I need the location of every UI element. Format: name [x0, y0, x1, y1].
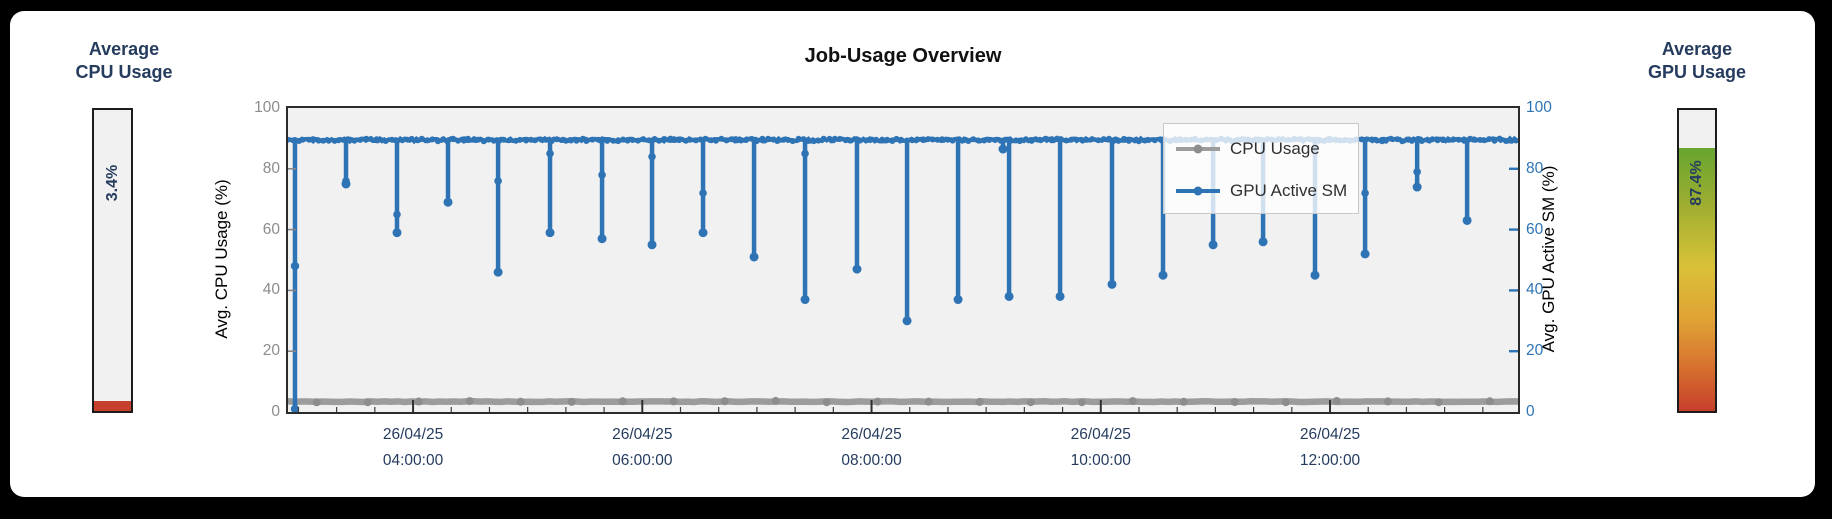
- chart-title: Job-Usage Overview: [804, 45, 1002, 67]
- cpu-gauge-title-line1: Average: [88, 39, 160, 59]
- x-tick-label: 26/04/25 12:00:00: [1300, 422, 1360, 474]
- right-ytick-label: 20: [1526, 342, 1544, 360]
- x-tick-date: 26/04/25: [1299, 426, 1361, 443]
- cpu-legend-line-icon: [1176, 144, 1220, 154]
- left-ytick-label: 100: [254, 99, 280, 116]
- x-tick-time: 10:00:00: [1070, 452, 1131, 469]
- x-tick-date: 26/04/25: [382, 426, 444, 443]
- cpu-legend-marker-icon: [1193, 144, 1203, 154]
- legend-label-gpu: GPU Active SM: [1230, 181, 1348, 200]
- x-tick-date: 26/04/25: [612, 426, 673, 443]
- x-tick-date: 26/04/25: [1070, 426, 1131, 443]
- cpu-gauge-fill: [94, 400, 131, 411]
- left-ytick-label: 80: [262, 159, 280, 177]
- x-tick-label: 26/04/25 06:00:00: [612, 422, 672, 474]
- right-ytick-label: 100: [1526, 99, 1552, 116]
- x-tick-time: 04:00:00: [382, 452, 444, 469]
- gpu-legend-marker-icon: [1193, 186, 1203, 196]
- cpu-gauge-value: 3.4%: [104, 164, 121, 202]
- cpu-gauge-bar: [92, 108, 133, 413]
- gpu-gauge-value: 87.4%: [1688, 160, 1705, 206]
- gpu-gauge-title: Average GPU Usage: [1612, 38, 1782, 84]
- gpu-gauge-bar: [1677, 108, 1717, 413]
- cpu-gauge-title-line2: CPU Usage: [75, 62, 173, 82]
- gpu-legend-line-icon: [1176, 186, 1220, 196]
- gpu-gauge-title-line2: GPU Usage: [1647, 62, 1747, 82]
- right-ytick-label: 60: [1526, 220, 1544, 238]
- right-ytick-label: 0: [1526, 403, 1535, 420]
- left-ytick-label: 40: [262, 281, 280, 299]
- x-tick-time: 08:00:00: [841, 452, 902, 469]
- x-tick-time: 12:00:00: [1299, 452, 1361, 469]
- cpu-gauge-title: Average CPU Usage: [39, 38, 209, 84]
- right-axis-title: Avg. GPU Active SM (%): [1539, 165, 1558, 353]
- x-tick-label: 26/04/25 08:00:00: [841, 422, 901, 474]
- left-ytick-label: 0: [271, 403, 280, 420]
- right-ytick-label: 40: [1526, 281, 1544, 299]
- x-tick-label: 26/04/25 04:00:00: [383, 422, 443, 474]
- x-tick-label: 26/04/25 10:00:00: [1071, 422, 1131, 474]
- left-axis-title: Avg. CPU Usage (%): [212, 179, 231, 339]
- left-ytick-label: 20: [262, 342, 280, 360]
- legend-row-gpu: GPU Active SM: [1176, 181, 1347, 201]
- x-tick-time: 06:00:00: [612, 452, 673, 469]
- legend-label-cpu: CPU Usage: [1230, 139, 1320, 158]
- gpu-gauge-fill: [1679, 147, 1715, 411]
- legend-row-cpu: CPU Usage: [1176, 139, 1320, 159]
- gpu-gauge-title-line1: Average: [1661, 39, 1733, 59]
- chart-legend: CPU Usage GPU Active SM: [1163, 123, 1359, 214]
- x-tick-date: 26/04/25: [841, 426, 902, 443]
- right-ytick-label: 80: [1526, 159, 1544, 177]
- left-ytick-label: 60: [262, 220, 280, 238]
